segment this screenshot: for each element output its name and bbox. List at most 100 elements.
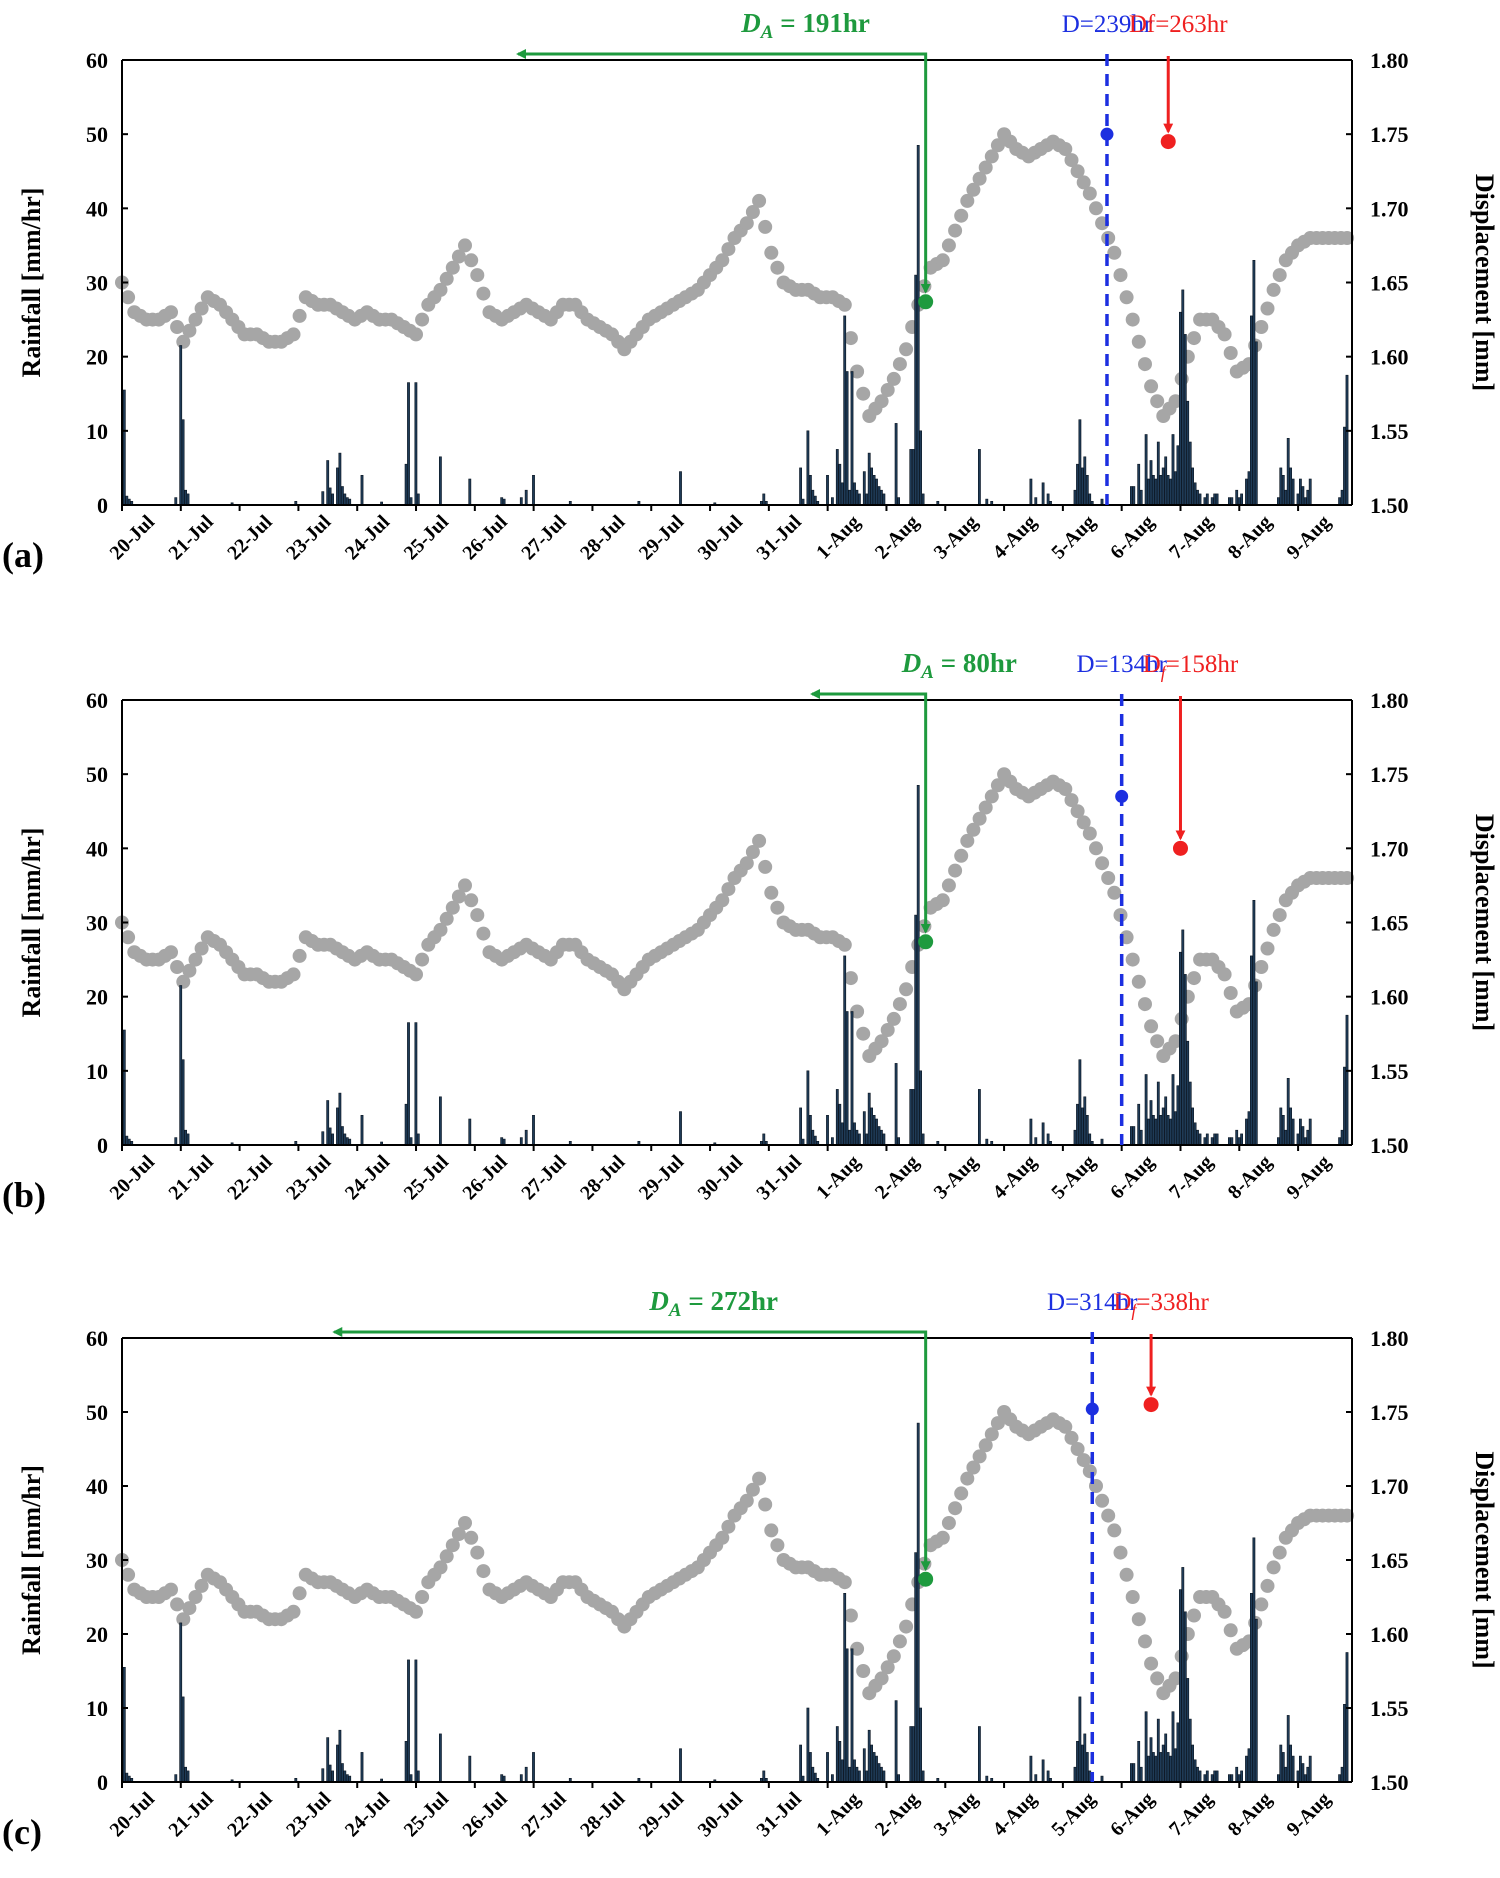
rainfall-bar	[500, 1137, 504, 1146]
rainfall-bar	[1137, 1103, 1141, 1146]
rainfall-bar	[865, 493, 869, 506]
rainfall-bar	[843, 1593, 847, 1783]
rainfall-bar	[1081, 1744, 1084, 1783]
rainfall-bar	[1279, 467, 1283, 506]
panel-label: (c)	[2, 1812, 42, 1852]
rainfall-bar	[843, 955, 847, 1146]
y-left-tick-label: 60	[86, 1326, 108, 1351]
rainfall-bar	[409, 1774, 413, 1783]
rainfall-bar	[1303, 497, 1307, 506]
y-left-tick-label: 50	[86, 122, 108, 147]
rainfall-bar	[1308, 1118, 1312, 1146]
rainfall-bar	[1149, 460, 1153, 506]
rainfall-bar	[1183, 1611, 1187, 1783]
rainfall-bar	[1247, 471, 1251, 506]
x-tick-label: 5-Aug	[1047, 1788, 1099, 1840]
arrival-duration-arrow	[332, 1327, 928, 1568]
rainfall-bar	[407, 1022, 410, 1146]
failure-duration-label: Df=263hr	[1129, 11, 1228, 38]
x-tick-label: 1-Aug	[812, 511, 864, 563]
displacement-point	[292, 1586, 307, 1601]
rainfall-bar	[1343, 1704, 1346, 1783]
displacement-point	[948, 1501, 963, 1516]
rainfall-bar	[532, 474, 535, 506]
rainfall-bar	[862, 1111, 866, 1146]
x-tick-label: 2-Aug	[871, 1788, 923, 1840]
rainfall-bar	[1169, 1118, 1173, 1146]
x-tick-label: 22-Jul	[223, 1788, 277, 1842]
rainfall-bar	[438, 1733, 442, 1783]
rainfall-bar	[1340, 1129, 1344, 1146]
rainfall-bar	[835, 449, 839, 506]
x-tick-label: 9-Aug	[1283, 1788, 1335, 1840]
x-tick-label: 26-Jul	[458, 511, 512, 565]
rainfall-bar	[1284, 1129, 1288, 1146]
displacement-point	[1144, 379, 1159, 394]
rainfall-bar	[345, 1137, 349, 1146]
displacement-point	[764, 1523, 779, 1538]
y-right-tick-label: 1.70	[1370, 1474, 1409, 1499]
rainfall-bar	[1338, 1137, 1342, 1146]
rainfall-bar	[1085, 1115, 1089, 1146]
displacement-point	[470, 268, 485, 283]
rainfall-bar	[1198, 1770, 1202, 1783]
y-right-tick-label: 1.75	[1370, 1400, 1409, 1425]
rainfall-bar	[875, 1118, 878, 1146]
rainfall-bar	[897, 1137, 901, 1146]
x-tick-label: 26-Jul	[458, 1788, 512, 1842]
x-tick-label: 27-Jul	[517, 1151, 571, 1205]
rainfall-bar	[524, 489, 528, 506]
displacement-point	[954, 848, 969, 863]
rainfall-bar	[1196, 489, 1199, 506]
rainfall-bar	[328, 1127, 332, 1146]
displacement-point	[941, 1516, 956, 1530]
rainfall-series	[122, 1422, 1349, 1783]
x-tick-label: 7-Aug	[1165, 511, 1217, 563]
rainfall-bar	[1156, 441, 1160, 506]
rainfall-bar	[1159, 1115, 1163, 1146]
displacement-point	[1138, 1634, 1152, 1649]
y-right-tick-label: 1.50	[1370, 493, 1409, 518]
rainfall-bar	[1196, 1129, 1199, 1146]
displacement-point	[439, 1549, 454, 1564]
y-right-tick-label: 1.50	[1370, 1133, 1409, 1158]
rainfall-bar	[336, 1744, 339, 1783]
rainfall-bar	[870, 467, 874, 506]
displacement-point	[1260, 941, 1275, 956]
rainfall-bar	[1289, 1744, 1293, 1783]
rainfall-bar	[174, 1137, 178, 1146]
displacement-point	[286, 327, 301, 342]
rainfall-bar	[838, 463, 842, 506]
rainfall-bar	[179, 985, 183, 1146]
displacement-point	[1125, 312, 1140, 327]
rainfall-bar	[1130, 1126, 1133, 1146]
rainfall-bar	[862, 471, 866, 506]
displacement-point	[464, 1530, 479, 1545]
displacement-point	[935, 1530, 950, 1545]
rainfall-bar	[1083, 456, 1087, 506]
displacement-point	[188, 952, 203, 967]
displacement-point	[886, 1649, 901, 1664]
rainfall-bar	[1132, 1126, 1136, 1146]
rainfall-bar	[1203, 1774, 1207, 1783]
rainfall-bar	[360, 474, 364, 506]
displacement-point	[770, 1538, 785, 1553]
rainfall-bar	[762, 1770, 766, 1783]
rainfall-bar	[1078, 1059, 1082, 1146]
displacement-point	[464, 893, 479, 908]
displacement-point	[899, 342, 914, 357]
rainfall-bar	[360, 1752, 364, 1783]
rainfall-bar	[1186, 1678, 1190, 1783]
arrival-marker	[918, 934, 934, 950]
rainfall-bar	[1230, 1137, 1234, 1146]
displacement-point	[445, 900, 460, 915]
rainfall-bar	[1166, 1115, 1170, 1146]
rainfall-bar	[181, 1059, 185, 1146]
rainfall-bar	[909, 1089, 913, 1146]
displacement-point	[1138, 997, 1152, 1012]
rainfall-bar	[1041, 1759, 1045, 1783]
displacement-point	[770, 900, 785, 915]
displacement-point	[182, 963, 197, 978]
rainfall-bar	[1303, 1774, 1307, 1783]
rainfall-bar	[879, 1129, 883, 1146]
